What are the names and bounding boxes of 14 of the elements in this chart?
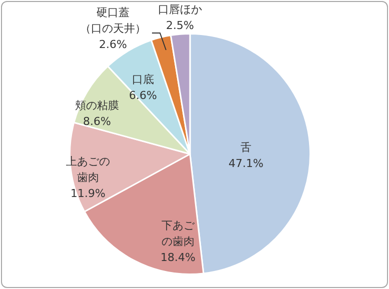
data-label: 2.6% (99, 38, 127, 51)
data-label: 18.4% (160, 250, 196, 264)
slice-label: 口底 (132, 72, 154, 86)
slice-label: 上あごの歯肉 (66, 154, 110, 184)
slice-label: 頬の粘膜 (75, 98, 119, 112)
data-label: 6.6% (129, 88, 157, 102)
slice-label: 硬口蓋（口の天井） (80, 6, 146, 35)
slice-label: 舌 (240, 140, 252, 154)
data-label: 2.5% (166, 18, 194, 32)
data-label: 8.6% (83, 114, 111, 128)
data-label: 47.1% (228, 156, 264, 170)
slice-label: 口唇ほか (158, 2, 202, 16)
slice-label: 下あごの歯肉 (162, 218, 196, 248)
data-label: 11.9% (70, 186, 106, 200)
